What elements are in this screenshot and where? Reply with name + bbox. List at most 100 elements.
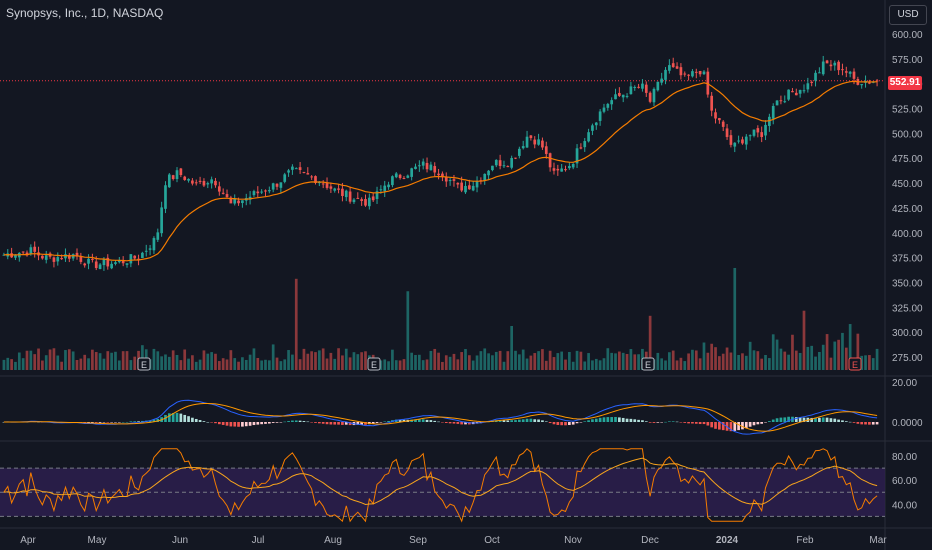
macd-histogram-bar <box>306 421 310 423</box>
earnings-marker-label: E <box>371 360 377 370</box>
candle-body <box>171 175 175 180</box>
candle-body <box>198 180 202 182</box>
volume-bar <box>452 353 456 370</box>
volume-bar <box>64 350 67 370</box>
volume-bar <box>521 349 525 370</box>
volume-bar <box>864 355 867 370</box>
macd-histogram-bar <box>310 422 313 423</box>
volume-bar <box>610 352 614 370</box>
candle-body <box>414 166 417 169</box>
macd-histogram-bar <box>833 418 837 422</box>
macd-histogram-bar <box>375 422 379 423</box>
candle-body <box>664 69 667 80</box>
volume-bar <box>233 358 237 370</box>
rsi-tick-label: 80.00 <box>892 452 917 463</box>
candle-body <box>602 107 606 112</box>
candle-body <box>587 132 590 142</box>
volume-bar <box>568 351 571 370</box>
candle-body <box>606 103 610 108</box>
volume-bar <box>579 351 583 370</box>
volume-bar <box>337 348 340 370</box>
macd-histogram-bar <box>114 422 117 423</box>
candle-body <box>75 252 79 257</box>
volume-bar <box>379 360 383 370</box>
volume-bar <box>768 358 771 370</box>
candle-body <box>641 83 644 89</box>
candle-body <box>471 185 475 191</box>
volume-bar <box>648 315 652 370</box>
candle-body <box>633 87 637 89</box>
candle-body <box>241 200 244 204</box>
volume-bar <box>391 349 394 370</box>
macd-histogram-bar <box>344 422 348 425</box>
macd-histogram-bar <box>333 422 337 425</box>
volume-bar <box>410 352 413 370</box>
volume-bar <box>518 354 521 370</box>
candle-body <box>510 158 514 168</box>
macd-histogram-bar <box>279 422 283 423</box>
macd-histogram-bar <box>752 422 756 426</box>
x-tick-label: May <box>88 535 107 546</box>
volume-bar <box>618 351 621 370</box>
candle-body <box>468 185 471 190</box>
currency-button[interactable]: USD <box>889 5 927 25</box>
volume-bar <box>702 342 706 370</box>
volume-bar <box>456 359 460 370</box>
candle-body <box>2 254 6 256</box>
macd-histogram-bar <box>598 417 602 422</box>
macd-histogram-bar <box>106 422 110 423</box>
candle-body <box>614 94 617 100</box>
candle-body <box>644 84 648 93</box>
macd-histogram-bar <box>356 422 360 425</box>
macd-histogram-bar <box>544 421 548 422</box>
candle-body <box>279 182 283 188</box>
macd-histogram-bar <box>267 422 271 424</box>
macd-histogram-bar <box>579 422 583 423</box>
candle-body <box>729 135 733 145</box>
macd-histogram-bar <box>594 418 598 422</box>
candle-body <box>575 148 579 164</box>
macd-histogram-bar <box>179 413 183 422</box>
macd-histogram-bar <box>229 422 233 427</box>
candle-body <box>775 100 779 106</box>
macd-histogram-bar <box>756 422 760 425</box>
candle-body <box>564 169 567 171</box>
candle-body <box>306 173 310 175</box>
volume-bar <box>694 350 698 370</box>
macd-histogram-bar <box>241 422 244 427</box>
candle-body <box>594 122 598 126</box>
price-tick-label: 300.00 <box>892 328 923 339</box>
volume-bar <box>125 351 129 370</box>
candle-body <box>860 84 864 86</box>
candle-body <box>714 112 717 119</box>
volume-bar <box>756 351 760 370</box>
volume-bar <box>829 357 833 370</box>
volume-bar <box>821 344 825 370</box>
volume-bar <box>721 353 725 370</box>
volume-bar <box>806 346 810 370</box>
macd-histogram-bar <box>117 422 121 423</box>
volume-bar <box>587 353 590 370</box>
candle-body <box>779 100 783 102</box>
candle-body <box>487 170 490 176</box>
macd-histogram-bar <box>429 420 433 422</box>
price-tick-label: 325.00 <box>892 303 923 314</box>
last-price-tag: 552.91 <box>888 76 922 90</box>
volume-bar <box>714 347 717 370</box>
macd-histogram-bar <box>183 414 187 422</box>
macd-histogram-bar <box>852 422 856 423</box>
volume-bar <box>117 360 121 370</box>
macd-histogram-bar <box>498 420 502 422</box>
candle-body <box>429 164 433 171</box>
macd-histogram-bar <box>514 420 517 422</box>
volume-bar <box>260 360 263 370</box>
candle-body <box>152 238 156 251</box>
macd-histogram-bar <box>748 422 752 427</box>
macd-histogram-bar <box>291 420 294 422</box>
x-tick-label: Nov <box>564 535 582 546</box>
candle-body <box>341 188 344 197</box>
candle-body <box>744 136 748 145</box>
volume-bar <box>164 354 167 370</box>
candle-body <box>841 69 844 71</box>
